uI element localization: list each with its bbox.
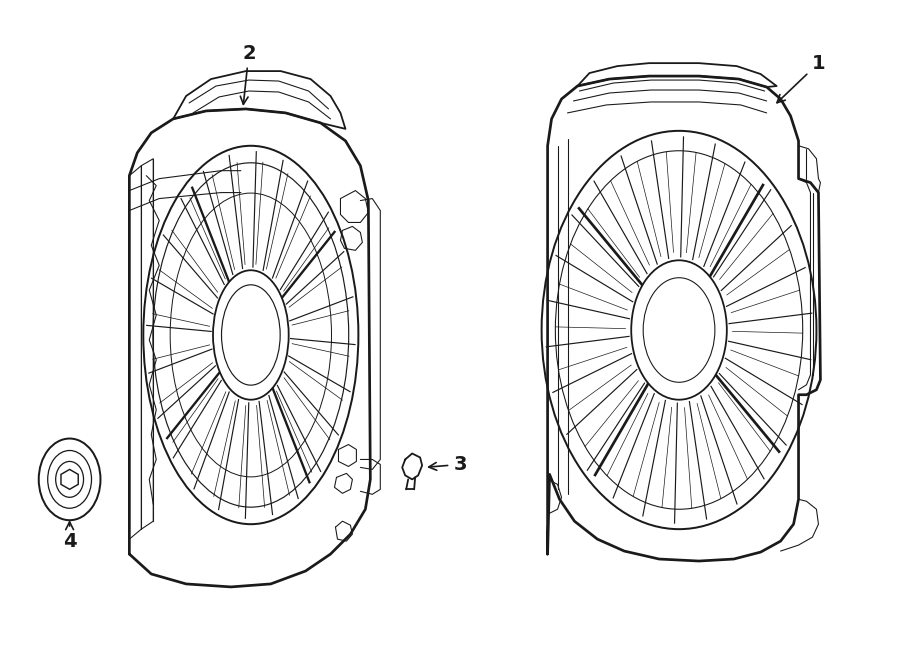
Ellipse shape <box>213 270 289 400</box>
Text: 4: 4 <box>63 522 76 551</box>
Ellipse shape <box>39 438 101 520</box>
Text: 1: 1 <box>777 54 825 102</box>
Polygon shape <box>61 469 78 489</box>
Ellipse shape <box>56 461 84 497</box>
Text: 2: 2 <box>240 44 256 104</box>
Ellipse shape <box>631 260 727 400</box>
Text: 3: 3 <box>428 455 467 474</box>
